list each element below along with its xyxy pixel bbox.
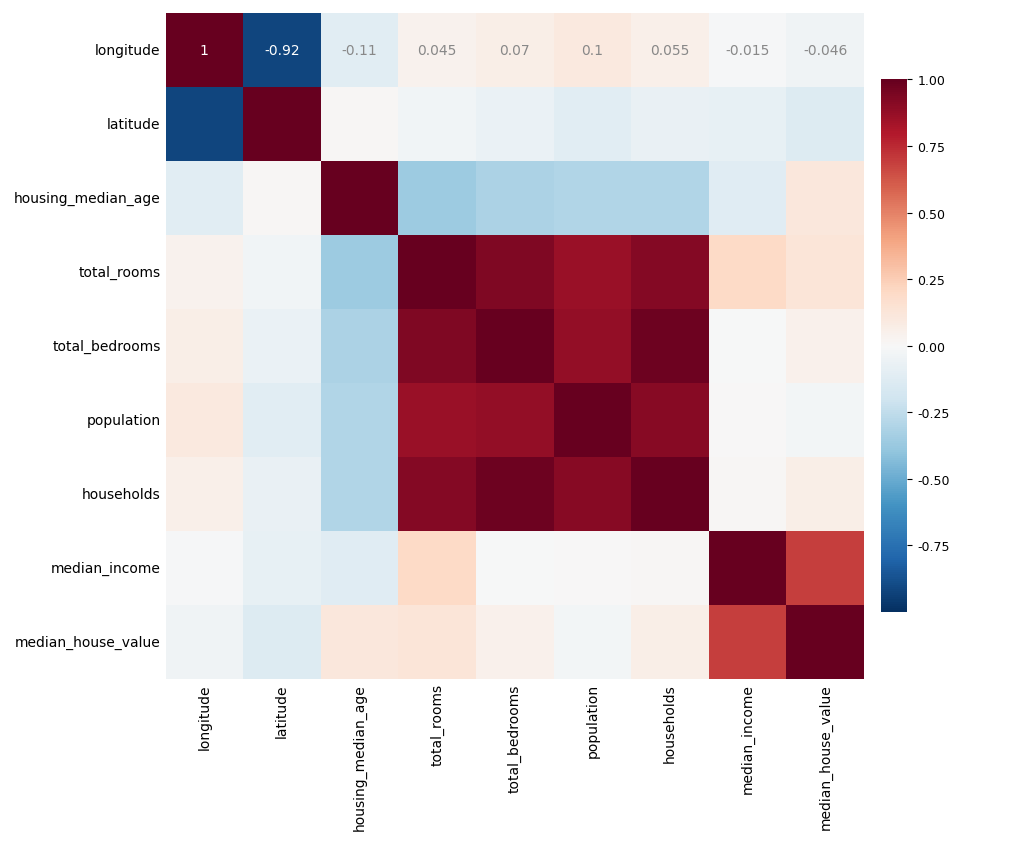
Text: -0.92: -0.92 [264,44,300,57]
Text: -0.046: -0.046 [804,44,847,57]
Text: 0.045: 0.045 [418,44,456,57]
Text: -0.11: -0.11 [342,44,378,57]
Text: 0.055: 0.055 [650,44,690,57]
Text: 1: 1 [200,44,208,57]
Text: 0.07: 0.07 [499,44,530,57]
Text: 0.1: 0.1 [581,44,603,57]
Text: -0.015: -0.015 [726,44,770,57]
